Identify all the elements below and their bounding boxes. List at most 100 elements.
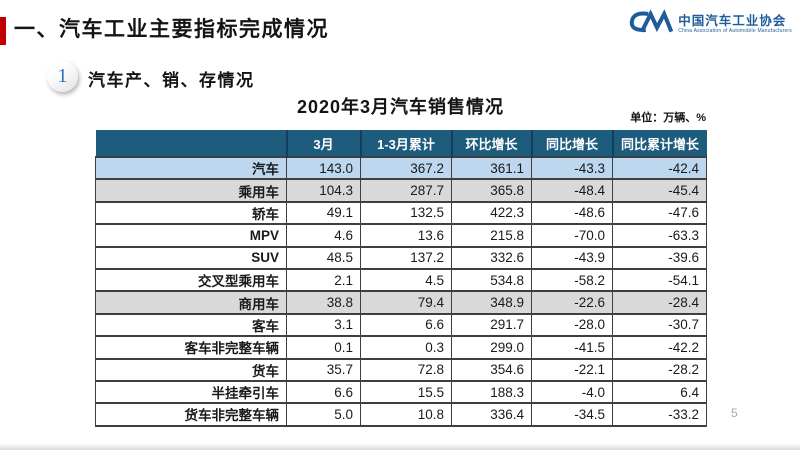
table-cell: 422.3	[451, 200, 532, 225]
header-cell-mom-growth: 环比增长	[450, 130, 532, 157]
table-cell: -39.6	[612, 245, 707, 269]
row-label: 乘用车	[95, 178, 287, 202]
row-label: 商用车	[95, 290, 287, 314]
header-cell-category	[95, 130, 287, 157]
table-cell: 6.6	[286, 379, 361, 404]
logo-name-cn: 中国汽车工业协会	[678, 14, 787, 29]
logo-name-en: China Association of Automobile Manufact…	[678, 27, 792, 34]
table-row: 货车 35.7 72.8 354.6 -22.1 -28.2	[95, 357, 707, 381]
caam-logo-text: 中国汽车工业协会 China Association of Automobile…	[678, 14, 792, 34]
table-cell: 291.7	[451, 312, 532, 337]
table-cell: 48.5	[286, 245, 361, 269]
red-accent-bar	[0, 17, 6, 45]
table-row: 乘用车 104.3 287.7 365.8 -48.4 -45.4	[95, 178, 707, 202]
table-cell: -43.9	[531, 245, 613, 269]
table-title: 2020年3月汽车销售情况	[296, 97, 505, 117]
table-cell: 354.6	[451, 357, 532, 381]
table-cell: 534.8	[451, 267, 532, 292]
table-cell: 332.6	[451, 245, 532, 269]
table-cell: 35.7	[286, 357, 361, 381]
table-cell: -33.2	[612, 402, 707, 427]
table-cell: 3.1	[286, 312, 361, 337]
table-cell: 361.1	[451, 155, 532, 180]
table-header-row: 3月 1-3月累计 环比增长 同比增长 同比累计增长	[95, 130, 707, 157]
table-cell: -43.3	[531, 155, 613, 180]
table-cell: -22.6	[531, 290, 613, 314]
table-cell: -45.4	[612, 178, 707, 202]
row-label: 货车非完整车辆	[95, 402, 287, 427]
table-cell: 6.4	[612, 379, 707, 404]
table-cell: -4.0	[531, 379, 613, 404]
table-cell: 287.7	[360, 178, 452, 202]
header-cell-cumulative: 1-3月累计	[359, 130, 452, 157]
table-cell: 137.2	[360, 245, 452, 269]
table-cell: -42.2	[612, 335, 707, 359]
table-cell: -30.7	[612, 312, 707, 337]
unit-label: 单位：万辆、%	[630, 112, 706, 124]
table-cell: 215.8	[451, 223, 532, 247]
table-cell: 336.4	[451, 402, 532, 427]
row-label: 货车	[95, 357, 287, 381]
table-cell: 38.8	[286, 290, 361, 314]
table-cell: 2.1	[286, 267, 361, 292]
table-cell: -48.4	[531, 178, 613, 202]
table-cell: -34.5	[531, 402, 613, 427]
table-cell: 4.6	[286, 223, 361, 247]
table-cell: -28.0	[531, 312, 613, 337]
table-cell: 365.8	[451, 178, 532, 202]
bottom-shadow-divider	[0, 443, 800, 450]
table-cell: 348.9	[451, 290, 532, 314]
header-cell-yoy-growth: 同比增长	[530, 130, 613, 157]
table-cell: -70.0	[531, 223, 613, 247]
table-cell: -28.2	[612, 357, 707, 381]
table-cell: -63.3	[612, 223, 707, 247]
table-cell: 143.0	[286, 155, 361, 180]
table-cell: -28.4	[612, 290, 707, 314]
table-cell: -54.1	[612, 267, 707, 292]
table-row: SUV 48.5 137.2 332.6 -43.9 -39.6	[95, 245, 707, 269]
caam-logo-icon	[625, 7, 674, 42]
row-label: 汽车	[95, 155, 287, 180]
table-cell: -22.1	[531, 357, 613, 381]
table-cell: -58.2	[531, 267, 613, 292]
table-cell: 0.3	[360, 335, 452, 359]
table-cell: 72.8	[360, 357, 452, 381]
sales-table: 3月 1-3月累计 环比增长 同比增长 同比累计增长 汽车 143.0 367.…	[95, 130, 707, 427]
table-row: 轿车 49.1 132.5 422.3 -48.6 -47.6	[95, 200, 707, 225]
header-cell-yoy-cumulative-growth: 同比累计增长	[611, 130, 707, 157]
subsection-title: 汽车产、销、存情况	[88, 71, 255, 90]
table-row: 客车 3.1 6.6 291.7 -28.0 -30.7	[95, 312, 707, 337]
table-cell: 5.0	[286, 402, 361, 427]
table-cell: 104.3	[286, 178, 361, 202]
page-number: 5	[731, 406, 738, 420]
table-cell: 0.1	[286, 335, 361, 359]
row-label: SUV	[95, 245, 287, 269]
row-label: 客车非完整车辆	[95, 335, 287, 359]
table-row: 半挂牵引车 6.6 15.5 188.3 -4.0 6.4	[95, 379, 707, 404]
row-label: 半挂牵引车	[95, 379, 287, 404]
table-cell: 188.3	[451, 379, 532, 404]
table-cell: 367.2	[360, 155, 452, 180]
row-label: MPV	[95, 223, 287, 247]
table-row: 交叉型乘用车 2.1 4.5 534.8 -58.2 -54.1	[95, 267, 707, 292]
row-label: 客车	[95, 312, 287, 337]
table-row: 商用车 38.8 79.4 348.9 -22.6 -28.4	[95, 290, 707, 314]
table-row: 客车非完整车辆 0.1 0.3 299.0 -41.5 -42.2	[95, 335, 707, 359]
row-label: 轿车	[95, 200, 287, 225]
table-cell: 10.8	[360, 402, 452, 427]
table-cell: -48.6	[531, 200, 613, 225]
section-number-badge: 1	[47, 61, 78, 92]
header-cell-march: 3月	[285, 130, 361, 157]
table-cell: -41.5	[531, 335, 613, 359]
caam-logo: 中国汽车工业协会 China Association of Automobile…	[625, 7, 792, 42]
table-row: 汽车 143.0 367.2 361.1 -43.3 -42.4	[95, 155, 707, 180]
table-cell: 13.6	[360, 223, 452, 247]
table-cell: -47.6	[612, 200, 707, 225]
table-cell: 49.1	[286, 200, 361, 225]
section-title: 一、汽车工业主要指标完成情况	[14, 18, 329, 41]
table-cell: 4.5	[360, 267, 452, 292]
table-cell: 132.5	[360, 200, 452, 225]
table-cell: -42.4	[612, 155, 707, 180]
table-cell: 15.5	[360, 379, 452, 404]
table-cell: 6.6	[360, 312, 452, 337]
